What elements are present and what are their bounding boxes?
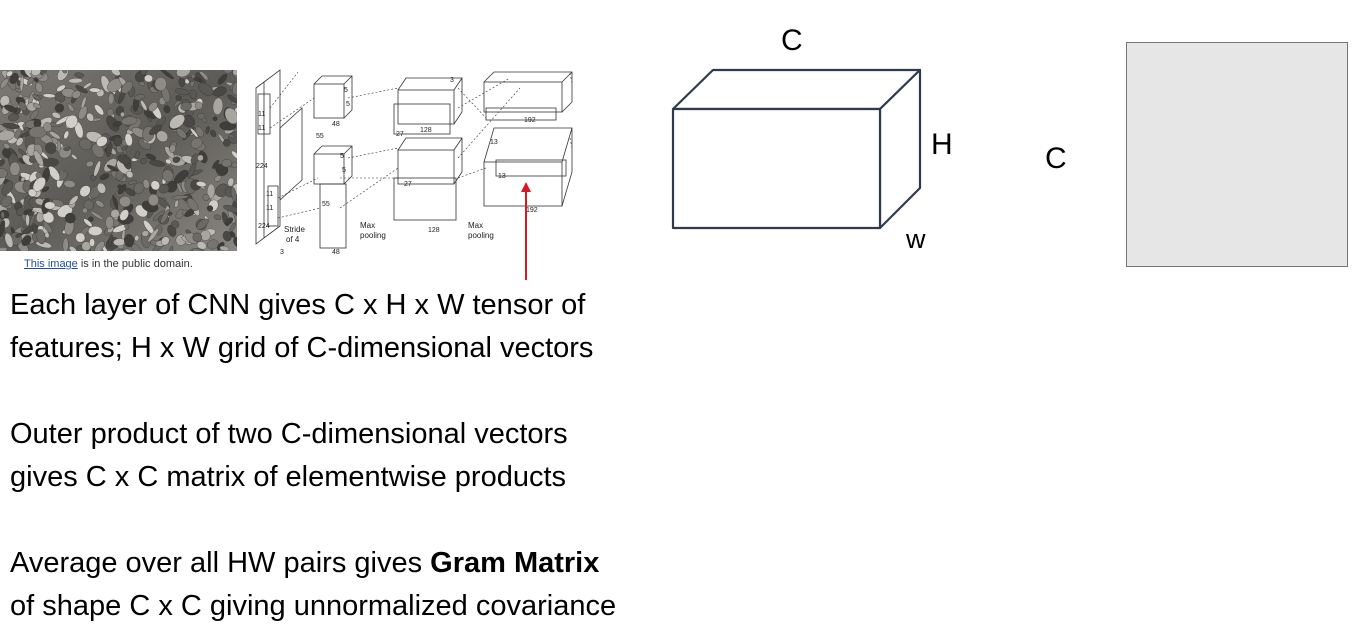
- cnn-label-l2-d: 128: [420, 127, 432, 134]
- cnn-label-pool2b: pooling: [468, 231, 494, 240]
- cnn-label-kernel1-b: 11: [258, 125, 265, 132]
- red-arrow: [521, 182, 531, 280]
- paragraph-gram: Average over all HW pairs gives Gram Mat…: [10, 542, 616, 628]
- cnn-label-input-d: 3: [280, 249, 284, 256]
- pebbles-photo: [0, 70, 237, 251]
- cnn-label-l1-d: 48: [332, 249, 340, 256]
- paragraph-gram-line2: of shape C x C giving unnormalized covar…: [10, 590, 617, 622]
- tensor-label-h: H: [931, 128, 953, 161]
- cnn-label-pool1: Max: [360, 221, 375, 230]
- paragraph-gram-line1: Average over all HW pairs gives Gram Mat…: [10, 542, 616, 585]
- cnn-label-pool2: Max: [468, 221, 483, 230]
- cnn-label-l1-b: 55: [322, 201, 330, 208]
- conv1-top: [313, 83, 345, 119]
- cnn-label-l2-b: 27: [404, 181, 412, 188]
- cnn-label-input-h: 224: [256, 163, 268, 170]
- conv2-bottom: [397, 149, 455, 185]
- paragraph-outer-product: Outer product of two C-dimensional vecto…: [10, 413, 568, 499]
- cnn-label-k5-b: 5: [346, 101, 350, 108]
- cnn-label-l3-d-bottom: 192: [526, 207, 538, 214]
- cnn-label-input-w: 224: [258, 223, 270, 230]
- cnn-label-stride-of: of 4: [286, 235, 300, 244]
- tensor-label-c: C: [781, 24, 803, 57]
- cnn-label-pool1b: pooling: [360, 231, 386, 240]
- gram-matrix-term: Gram Matrix: [430, 547, 600, 579]
- cnn-label-l3-a: 13: [490, 139, 498, 146]
- paragraph-outer-product-line2: gives C x C matrix of elementwise produc…: [10, 461, 567, 493]
- tensor-box: [671, 68, 922, 230]
- paragraph-tensor-line1: Each layer of CNN gives C x H x W tensor…: [10, 289, 586, 321]
- cnn-architecture-diagram: 224 224 3 11 11 11 11 Stride of 4 55 55 …: [255, 69, 573, 256]
- cnn-label-k3: 3: [450, 77, 454, 84]
- conv1-volume: [279, 107, 303, 201]
- paragraph-tensor: Each layer of CNN gives C x H x W tensor…: [10, 284, 593, 370]
- tensor-label-w: w: [906, 224, 926, 254]
- paragraph-gram-line1-pre: Average over all HW pairs gives: [10, 547, 431, 579]
- cnn-label-l2-a: 27: [396, 131, 404, 138]
- cnn-label-kernel-in-b: 11: [266, 205, 273, 212]
- cnn-label-k5-c: 5: [340, 153, 344, 160]
- conv3-top: [483, 81, 563, 113]
- input-volume: [255, 69, 281, 245]
- image-credit: This image is in the public domain.: [24, 258, 193, 270]
- cnn-label-l1-d-top: 48: [332, 121, 340, 128]
- cnn-label-kernel-in-a: 11: [266, 191, 273, 198]
- paragraph-tensor-line2: features; H x W grid of C-dimensional ve…: [10, 332, 594, 364]
- cnn-label-l3-d: 192: [524, 117, 536, 124]
- conv3-bottom: [483, 161, 563, 207]
- cnn-label-k5-a: 5: [344, 87, 348, 94]
- cnn-label-l1-a: 55: [316, 133, 324, 140]
- image-credit-link[interactable]: This image: [24, 258, 78, 270]
- conv2-top: [397, 89, 455, 125]
- cnn-label-k5-d: 5: [342, 167, 346, 174]
- cnn-label-kernel1-a: 11: [258, 111, 265, 118]
- image-credit-text: is in the public domain.: [77, 258, 193, 270]
- tensor-front-face: [671, 107, 882, 230]
- paragraph-outer-product-line1: Outer product of two C-dimensional vecto…: [10, 418, 568, 450]
- cnn-label-l3-b: 13: [498, 173, 506, 180]
- gram-matrix-square: [1126, 42, 1348, 267]
- gram-label-c: C: [1045, 142, 1067, 175]
- cnn-label-stride: Stride: [284, 225, 305, 234]
- tensor-top-face: [671, 68, 922, 111]
- cnn-label-l2-d-bottom: 128: [428, 227, 440, 234]
